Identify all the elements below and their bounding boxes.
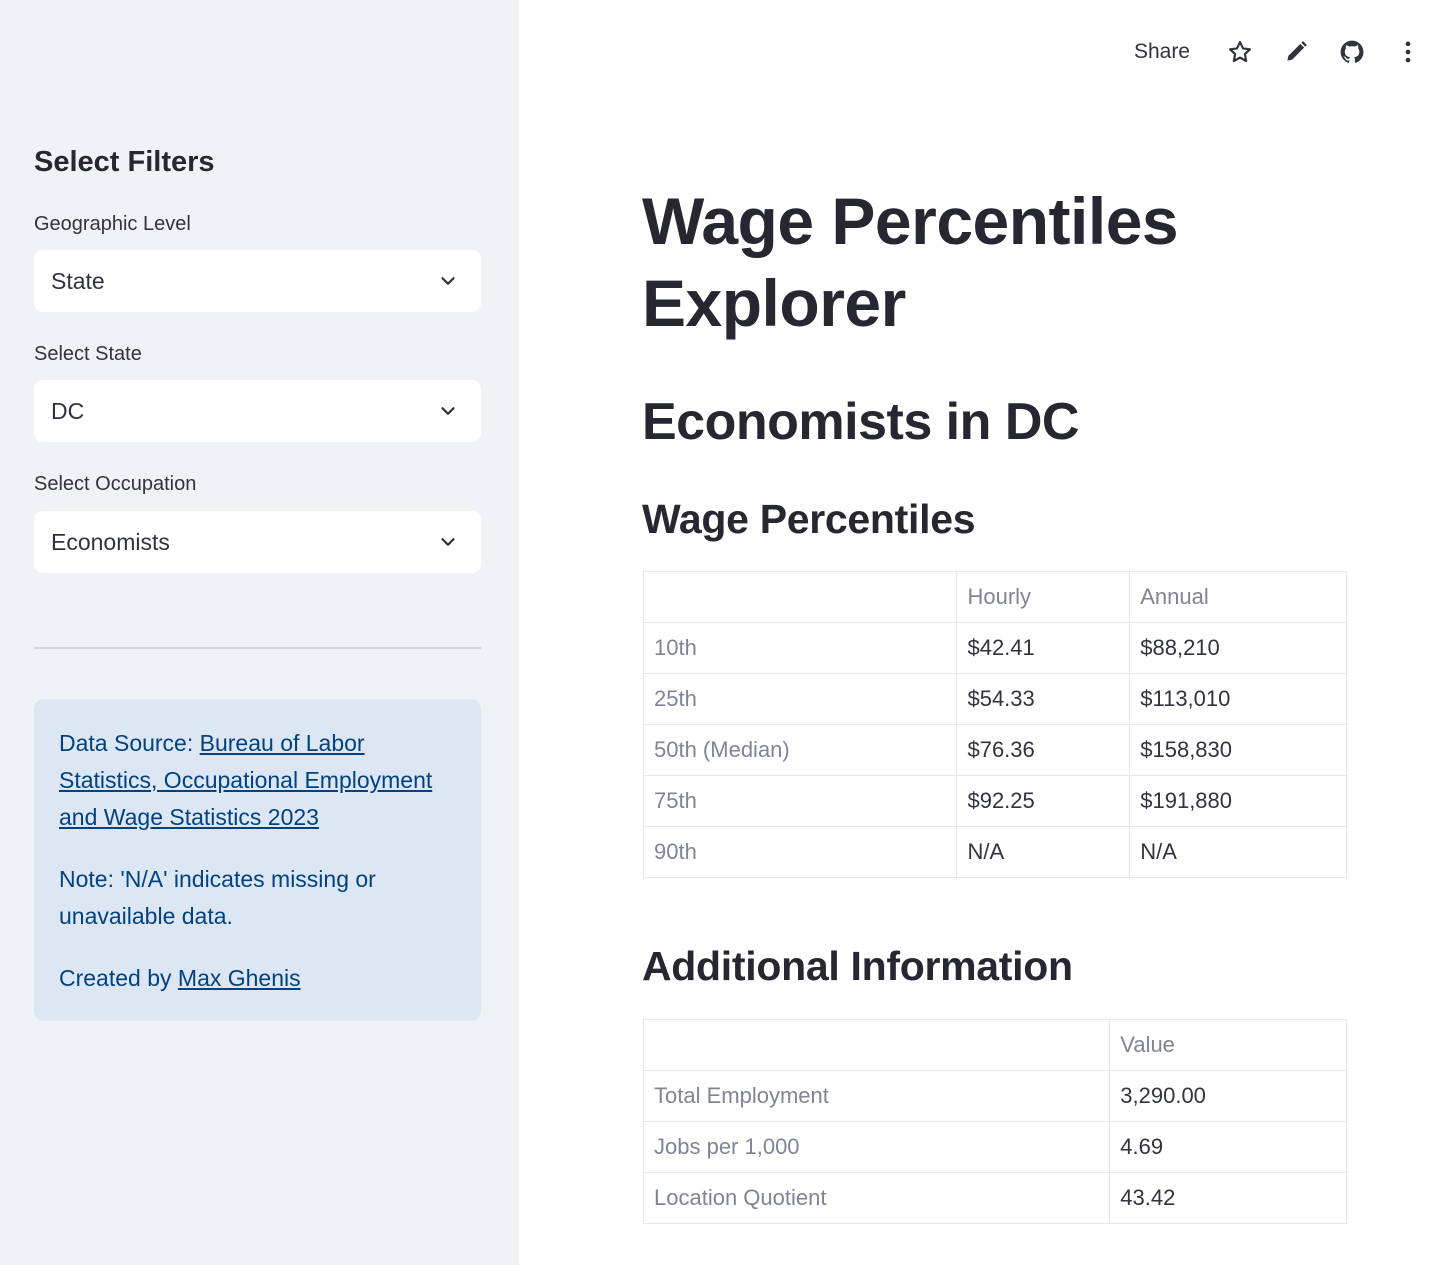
info-box: Data Source: Bureau of Labor Statistics,… [34, 699, 481, 1021]
state-value: DC [51, 397, 85, 424]
state-select[interactable]: DC [34, 380, 481, 442]
table-cell: $88,210 [1129, 622, 1347, 674]
table-cell: $92.25 [956, 775, 1131, 827]
created-by-prefix: Created by [59, 965, 178, 991]
table-cell: $191,880 [1129, 775, 1347, 827]
table-row: Total Employment 3,290.00 [642, 1070, 1347, 1122]
occupation-value: Economists [51, 528, 170, 555]
note-text: Note: 'N/A' indicates missing or unavail… [59, 866, 376, 929]
table-row: Location Quotient 43.42 [642, 1172, 1347, 1224]
data-source-link[interactable]: Bureau of Labor Statistics, Occupational… [59, 730, 433, 830]
column-header: Value [1109, 1019, 1347, 1071]
table-row: 75th $92.25 $191,880 [642, 775, 1347, 827]
chevron-down-icon [441, 407, 455, 415]
geographic-level-value: State [51, 267, 105, 294]
additional-information-table: Value Total Employment 3,290.00 Jobs per… [642, 1019, 1347, 1224]
wage-percentiles-table: Hourly Annual 10th $42.41 $88,210 25th $… [642, 571, 1347, 878]
page-title: Wage Percentiles Explorer [642, 184, 1179, 340]
data-source-prefix: Data Source: [59, 730, 200, 756]
table-cell: $42.41 [956, 622, 1131, 674]
table-cell: 3,290.00 [1109, 1070, 1347, 1122]
table-cell: 43.42 [1109, 1172, 1347, 1224]
row-label: 10th [642, 622, 958, 674]
column-header [642, 1019, 1111, 1071]
pencil-icon[interactable] [1268, 30, 1324, 74]
row-label: Location Quotient [642, 1172, 1111, 1224]
table-row: 10th $42.41 $88,210 [642, 622, 1347, 674]
row-label: 50th (Median) [642, 724, 958, 776]
row-label: Total Employment [642, 1070, 1111, 1122]
data-source-text: Data Source: Bureau of Labor Statistics,… [59, 725, 456, 836]
chevron-down-icon [441, 538, 455, 546]
table-header-row: Hourly Annual [642, 571, 1347, 623]
created-by-text: Created by Max Ghenis [59, 960, 456, 997]
sidebar: Select Filters Geographic Level State Se… [0, 0, 519, 1265]
star-icon[interactable] [1212, 30, 1268, 74]
occupation-select[interactable]: Economists [34, 511, 481, 573]
table-row: Jobs per 1,000 4.69 [642, 1121, 1347, 1173]
row-label: Jobs per 1,000 [642, 1121, 1111, 1173]
table-cell: N/A [1129, 826, 1347, 878]
row-label: 90th [642, 826, 958, 878]
table-row: 90th N/A N/A [642, 826, 1347, 878]
table-row: 50th (Median) $76.36 $158,830 [642, 724, 1347, 776]
table-cell: $158,830 [1129, 724, 1347, 776]
geographic-level-label: Geographic Level [34, 213, 191, 235]
chevron-down-icon [441, 277, 455, 285]
share-button[interactable]: Share [1133, 40, 1190, 63]
select-occupation-label: Select Occupation [34, 473, 197, 495]
column-header [642, 571, 958, 623]
sidebar-divider [34, 647, 481, 649]
table-cell: 4.69 [1109, 1121, 1347, 1173]
wage-percentiles-heading: Wage Percentiles [642, 496, 976, 542]
select-state-label: Select State [34, 343, 142, 365]
geographic-level-select[interactable]: State [34, 250, 481, 312]
page-subtitle: Economists in DC [642, 393, 1079, 451]
more-vertical-icon[interactable] [1380, 30, 1436, 74]
row-label: 75th [642, 775, 958, 827]
additional-information-heading: Additional Information [642, 943, 1073, 989]
column-header: Annual [1129, 571, 1347, 623]
column-header: Hourly [956, 571, 1131, 623]
sidebar-heading: Select Filters [34, 146, 215, 178]
table-header-row: Value [642, 1019, 1347, 1071]
table-cell: $113,010 [1129, 673, 1347, 725]
toolbar: Share [1134, 30, 1436, 74]
table-cell: N/A [956, 826, 1131, 878]
table-row: 25th $54.33 $113,010 [642, 673, 1347, 725]
table-cell: $54.33 [956, 673, 1131, 725]
author-link[interactable]: Max Ghenis [177, 965, 301, 991]
github-icon[interactable] [1324, 30, 1380, 74]
row-label: 25th [642, 673, 958, 725]
table-cell: $76.36 [956, 724, 1131, 776]
